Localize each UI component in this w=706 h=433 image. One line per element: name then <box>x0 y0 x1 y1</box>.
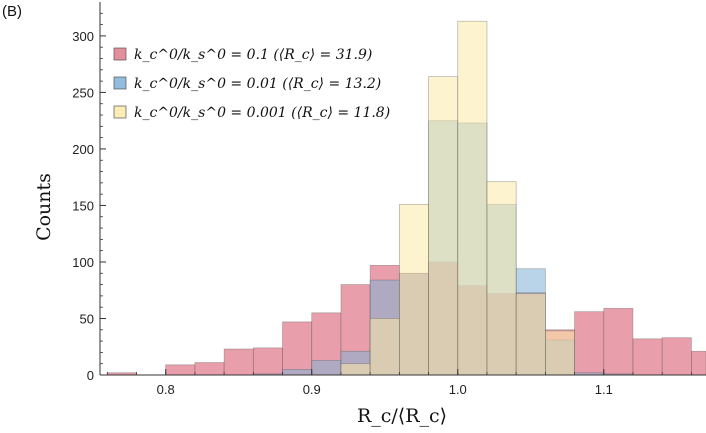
histogram-bar <box>515 293 546 376</box>
legend-swatch <box>113 76 127 90</box>
histogram-bar <box>574 311 605 376</box>
histogram-bar <box>369 318 400 376</box>
histogram-bar <box>252 347 283 376</box>
histogram-bar <box>223 348 254 376</box>
histogram-bar <box>399 203 429 376</box>
histogram-bar <box>340 363 371 376</box>
legend-swatch <box>113 105 127 119</box>
histogram-bar <box>661 337 692 376</box>
histogram-bar <box>603 307 634 376</box>
legend-label: k_c^0/k_s^0 = 0.1 (⟨R_c⟩ = 31.9) <box>134 47 372 63</box>
histogram-bar <box>311 359 342 376</box>
legend-item: k_c^0/k_s^0 = 0.1 (⟨R_c⟩ = 31.9) <box>113 47 372 63</box>
histogram-bar <box>545 330 575 376</box>
panel-label: (B) <box>2 3 22 20</box>
axes-layer: 0 50 100 150 200 250 300 0.8 0.9 1.0 1.1 <box>72 2 706 397</box>
y-tick-label: 50 <box>80 311 94 326</box>
legend-item: k_c^0/k_s^0 = 0.01 (⟨R_c⟩ = 13.2) <box>113 76 381 92</box>
histogram-bar <box>486 181 517 376</box>
x-tick-label: 1.1 <box>595 382 613 397</box>
histogram-bar <box>428 76 459 376</box>
histogram-bar <box>632 338 663 376</box>
y-tick-label: 250 <box>72 85 94 100</box>
histogram-bar <box>691 350 706 376</box>
bars-layer <box>106 20 706 376</box>
legend-swatch <box>113 47 127 61</box>
legend: k_c^0/k_s^0 = 0.1 (⟨R_c⟩ = 31.9) k_c^0/k_… <box>113 47 390 121</box>
y-tick-label: 0 <box>87 368 94 383</box>
legend-label: k_c^0/k_s^0 = 0.001 (⟨R_c⟩ = 11.8) <box>134 105 390 121</box>
series-2-bars <box>340 20 575 376</box>
histogram-bar <box>282 369 313 376</box>
histogram-bar <box>457 20 488 376</box>
y-tick-label: 150 <box>72 198 94 213</box>
histogram-bar <box>282 321 313 376</box>
x-axis-title: R_c/⟨R_c⟩ <box>357 405 447 427</box>
y-axis-title: Counts <box>33 173 55 241</box>
y-tick-label: 200 <box>72 142 94 157</box>
x-tick-label: 0.8 <box>157 382 175 397</box>
y-tick-label: 100 <box>72 255 94 270</box>
histogram-bar <box>165 364 196 376</box>
x-tick-label: 0.9 <box>303 382 321 397</box>
histogram-bar <box>194 362 225 376</box>
legend-label: k_c^0/k_s^0 = 0.01 (⟨R_c⟩ = 13.2) <box>134 76 381 92</box>
legend-item: k_c^0/k_s^0 = 0.001 (⟨R_c⟩ = 11.8) <box>113 105 390 121</box>
x-tick-label: 1.0 <box>449 382 467 397</box>
y-tick-label: 300 <box>72 29 94 44</box>
